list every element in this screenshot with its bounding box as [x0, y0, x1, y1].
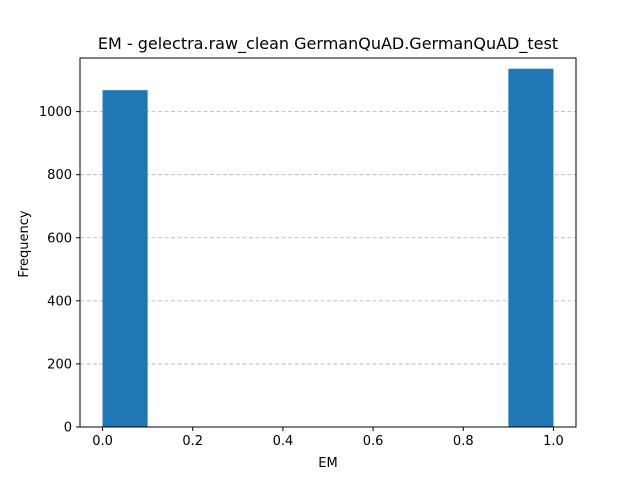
chart-title: EM - gelectra.raw_clean GermanQuAD.Germa… [98, 34, 558, 54]
histogram-bars [102, 68, 554, 428]
plot-area-frame [79, 57, 577, 428]
x-tick-label: 0.2 [182, 434, 203, 449]
y-axis-ticks: 0 200 400 600 800 1000 [39, 105, 80, 436]
x-axis-label: EM [318, 456, 337, 471]
y-tick-label: 200 [47, 357, 72, 372]
y-axis-label: Frequency [17, 210, 32, 277]
x-tick-label: 0.8 [453, 434, 474, 449]
y-tick-label: 800 [47, 168, 72, 183]
x-tick-label: 0.0 [92, 434, 113, 449]
x-tick-label: 0.6 [363, 434, 384, 449]
y-tick-label: 0 [64, 421, 72, 436]
x-tick-label: 1.0 [543, 434, 564, 449]
y-tick-label: 400 [47, 294, 72, 309]
y-tick-label: 600 [47, 231, 72, 246]
histogram-bar [508, 68, 554, 427]
x-axis-ticks: 0.0 0.2 0.4 0.6 0.8 1.0 [92, 427, 564, 449]
y-gridlines [80, 111, 576, 365]
y-tick-label: 1000 [39, 105, 72, 120]
x-tick-label: 0.4 [273, 434, 294, 449]
histogram-bar [102, 90, 148, 428]
